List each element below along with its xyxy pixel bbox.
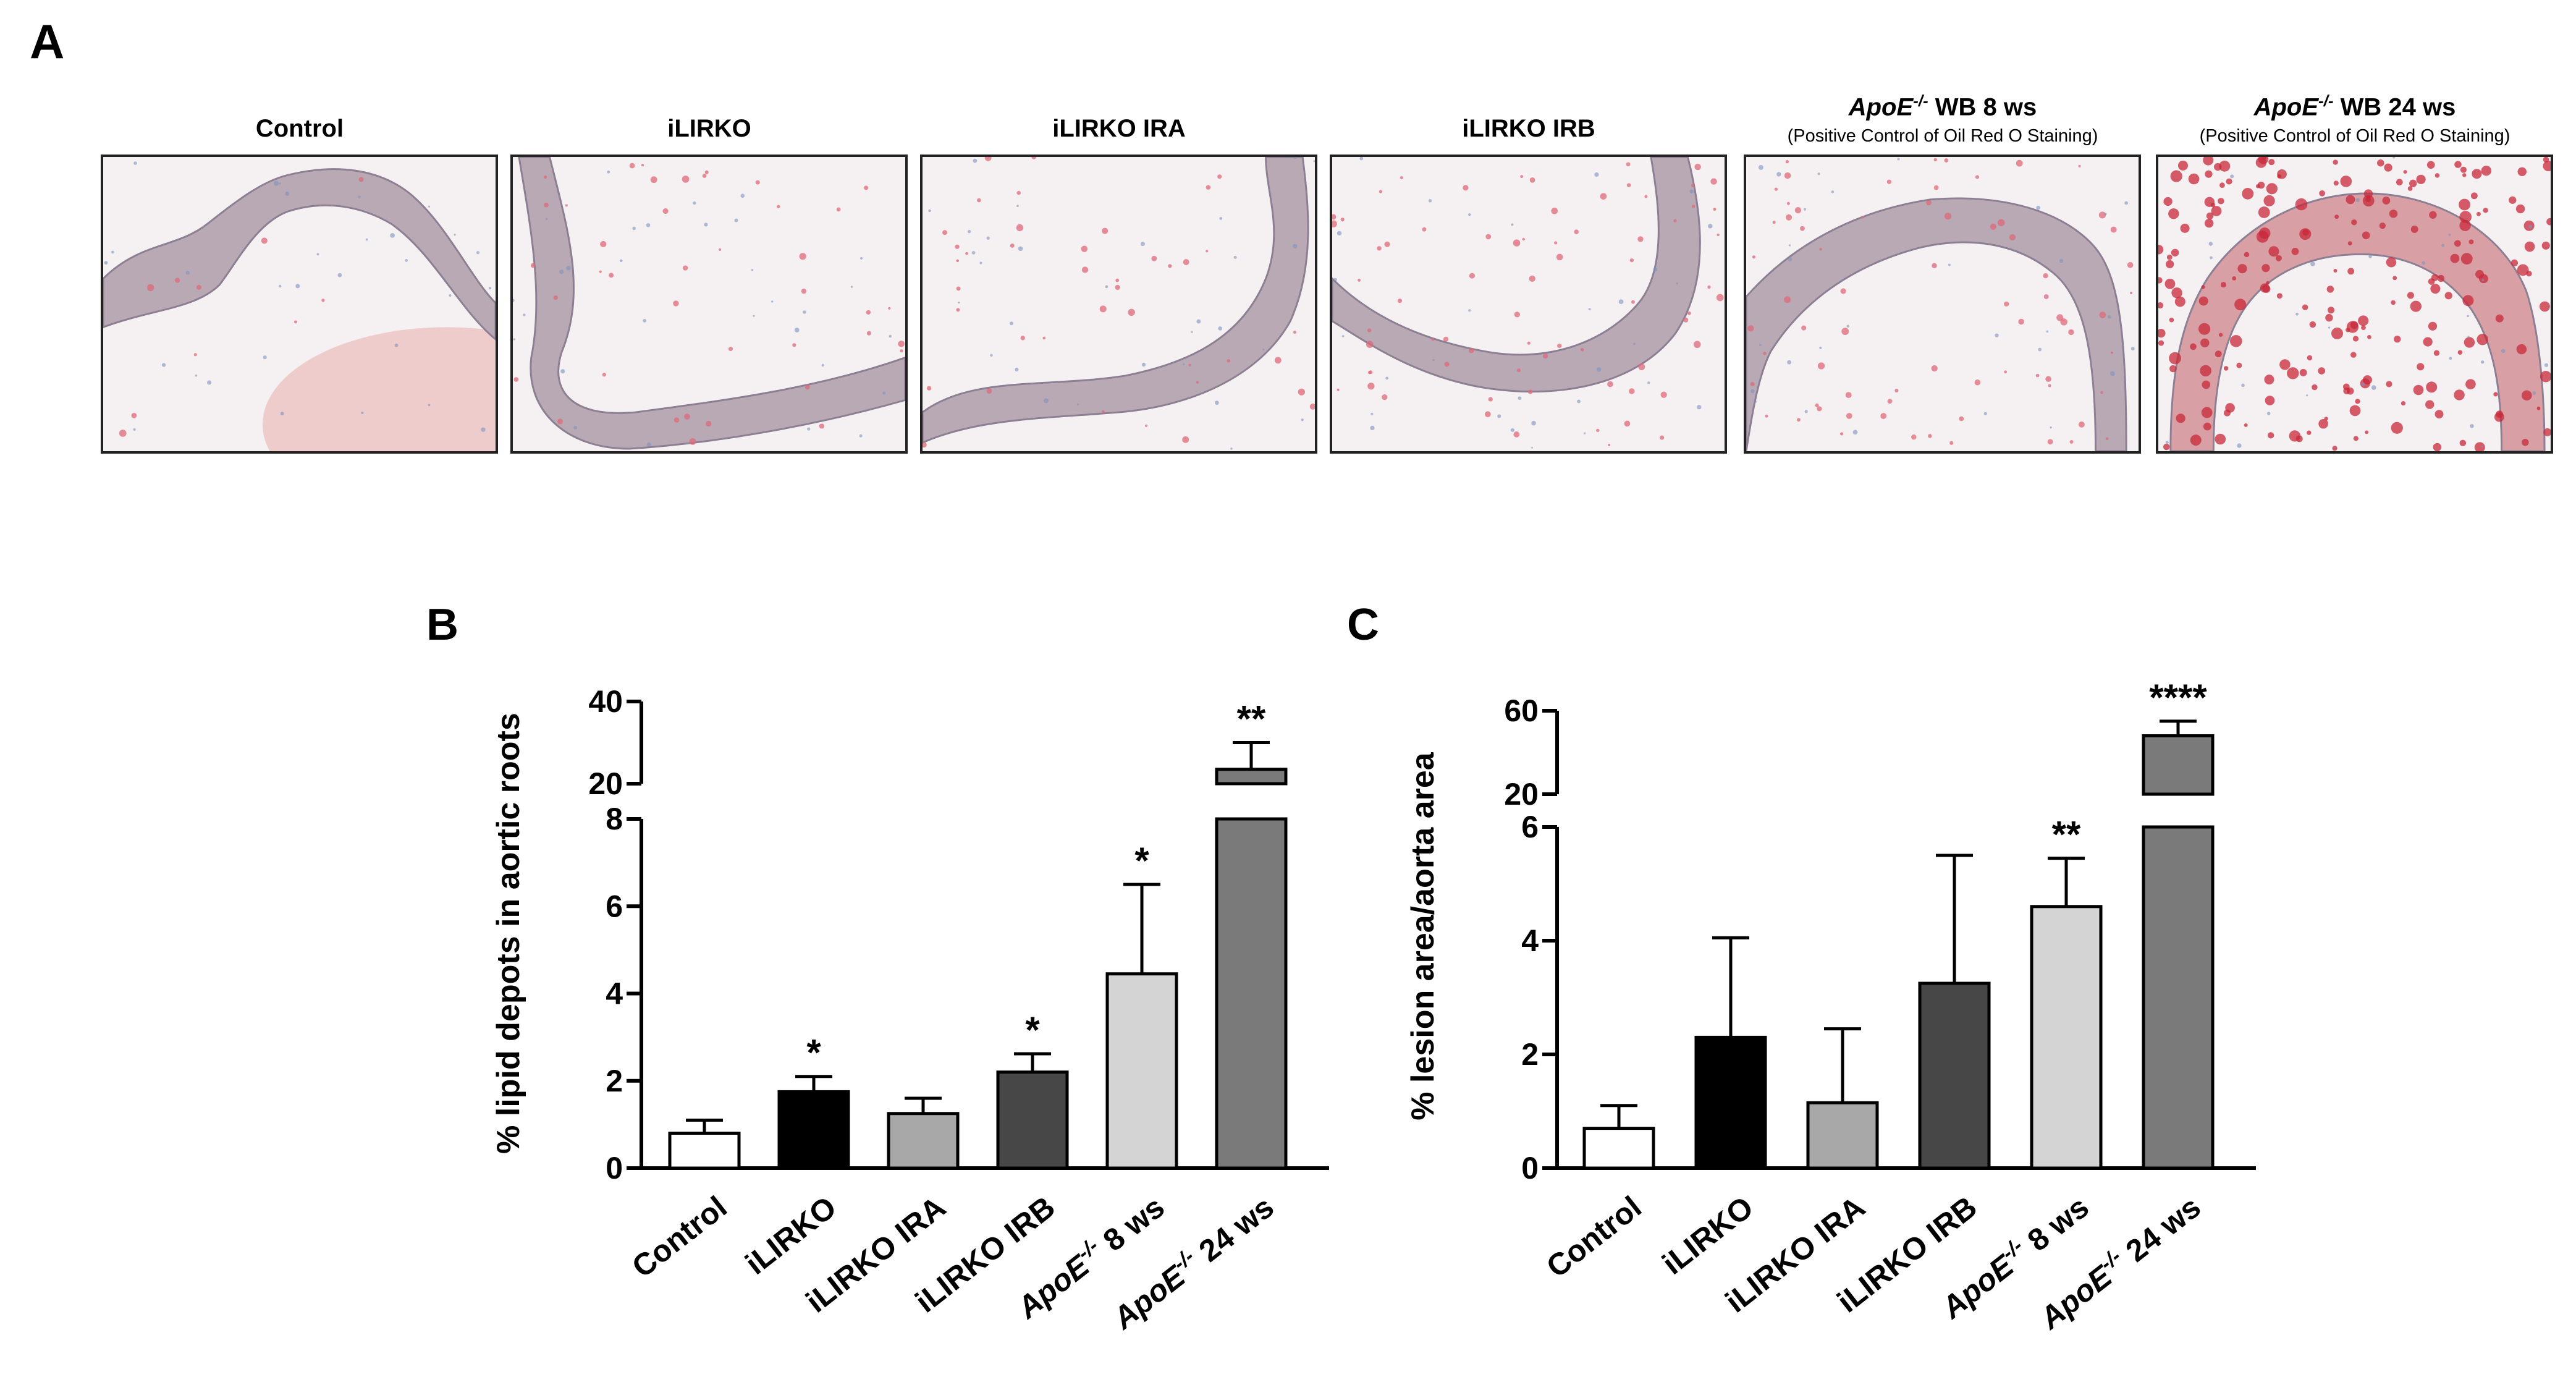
significance-label: * — [806, 1032, 821, 1074]
y-tick-label: 4 — [1521, 923, 1539, 958]
micrograph-subtitle: (Positive Control of Oil Red O Staining) — [1787, 126, 2098, 146]
y-tick-label: 20 — [1504, 777, 1539, 812]
micrograph-title: iLIRKO IRA — [1052, 115, 1186, 142]
bar — [887, 1112, 960, 1170]
micrograph-image — [2156, 155, 2553, 454]
y-tick-label: 40 — [588, 684, 623, 719]
bar — [1694, 1035, 1767, 1170]
micrograph-image — [101, 155, 498, 454]
significance-label: * — [1025, 1009, 1040, 1051]
bar — [2142, 734, 2215, 796]
category-label: iLIRKO — [739, 1190, 843, 1281]
chart-panel-c: C % lesion area/aorta area 0 2 4 620 60 Control… — [1347, 600, 2256, 1336]
y-tick-label: 6 — [606, 889, 623, 923]
bar — [1582, 1127, 1655, 1170]
micrograph-title: iLIRKO IRB — [1462, 115, 1595, 142]
y-tick-label: 0 — [606, 1151, 623, 1185]
micrograph-subtitle: (Positive Control of Oil Red O Staining) — [2199, 126, 2511, 146]
significance-label: **** — [2149, 677, 2207, 718]
bar — [1918, 981, 1991, 1170]
micrograph-image — [1744, 155, 2141, 454]
panel-letter: C — [1347, 600, 1379, 650]
panel-letter: B — [426, 600, 458, 650]
significance-label: ** — [1237, 698, 1266, 740]
y-tick-label: 0 — [1521, 1151, 1539, 1185]
y-tick-label: 2 — [1521, 1037, 1539, 1072]
bar — [1806, 1101, 1879, 1170]
bar — [668, 1132, 741, 1170]
bar — [2142, 825, 2215, 1170]
category-label: Control — [1540, 1190, 1648, 1285]
bar — [1215, 768, 1288, 786]
bar — [1215, 817, 1288, 1170]
panel-a-letter: A — [30, 14, 65, 69]
micrograph-image — [510, 155, 908, 454]
chart-panel-b: B % lipid depots in aortic roots 0 2 4 6 820 40… — [426, 600, 1329, 1336]
y-axis-label: % lesion area/aorta area — [1405, 752, 1441, 1121]
micrograph-title: ApoE-/- WB 8 ws — [1848, 91, 2037, 121]
micrograph-title: Control — [255, 115, 344, 142]
y-tick-label: 6 — [1521, 810, 1539, 844]
micrograph-title: iLIRKO — [667, 115, 751, 142]
micrograph-image — [920, 155, 1317, 454]
category-label: iLIRKO — [1656, 1190, 1760, 1281]
y-tick-label: 8 — [606, 802, 623, 836]
bar — [996, 1070, 1069, 1170]
significance-label: ** — [2052, 814, 2081, 855]
category-label: Control — [625, 1190, 733, 1285]
micrograph-title: ApoE-/- WB 24 ws — [2253, 91, 2456, 121]
micrograph-image — [1330, 155, 1727, 454]
y-tick-label: 4 — [606, 977, 623, 1011]
bar — [2030, 905, 2103, 1170]
y-tick-label: 20 — [588, 766, 623, 801]
bar — [1105, 972, 1178, 1170]
y-tick-label: 60 — [1504, 693, 1539, 728]
y-axis-label: % lipid depots in aortic roots — [491, 713, 526, 1154]
y-tick-label: 2 — [606, 1064, 623, 1098]
significance-label: * — [1134, 840, 1149, 881]
bar — [777, 1090, 850, 1170]
